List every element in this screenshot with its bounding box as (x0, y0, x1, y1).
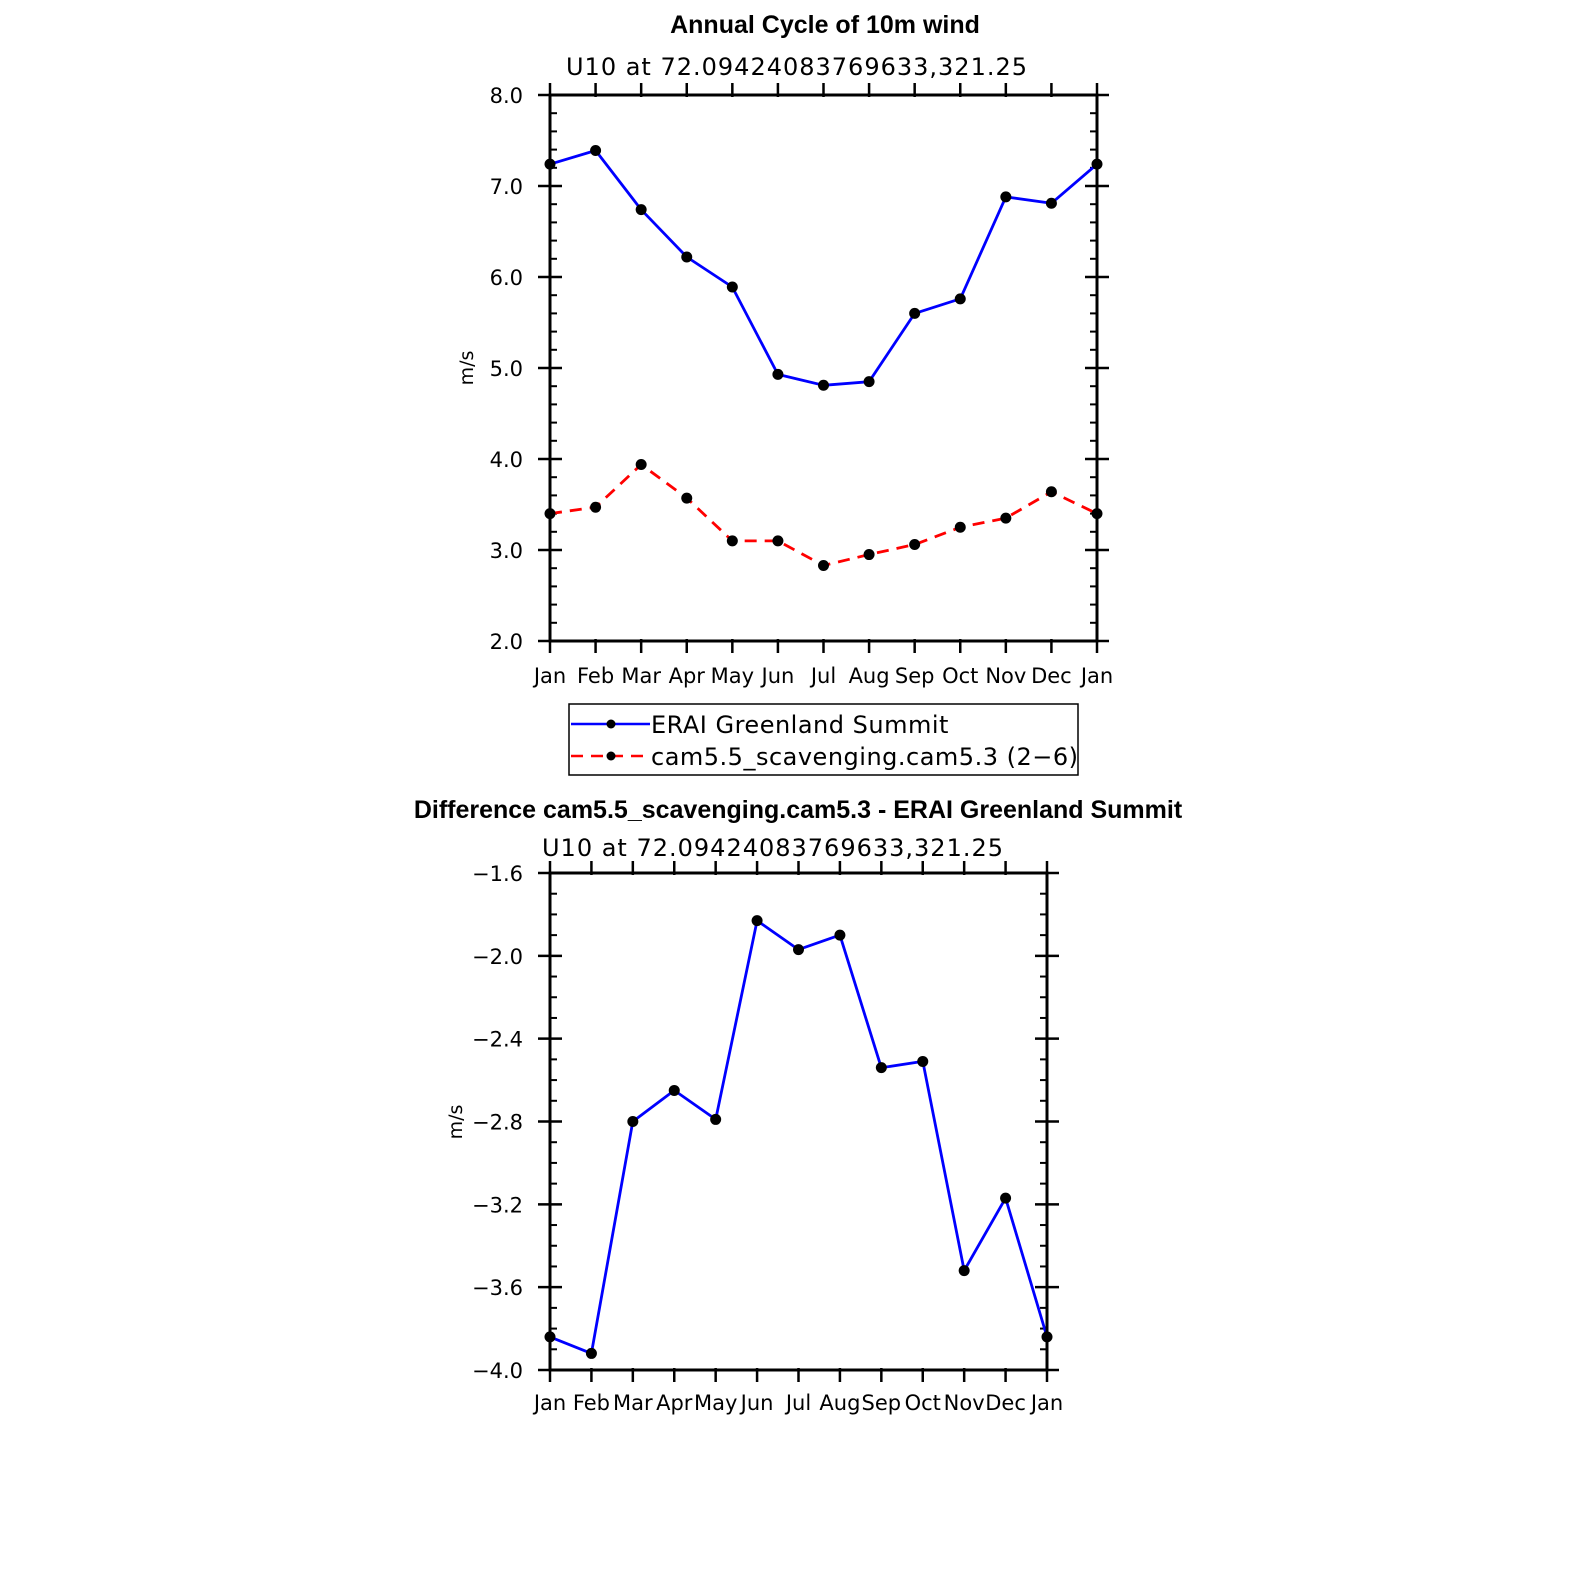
plot-frame (548, 93, 1099, 643)
y-axis-label: m/s (456, 351, 478, 386)
data-point (590, 501, 602, 513)
x-tick-label: Dec (1031, 664, 1072, 688)
chart-title: Annual Cycle of 10m wind (670, 11, 980, 39)
y-tick-label: −2.0 (472, 945, 523, 969)
x-tick-label: Jan (1029, 1391, 1063, 1415)
data-point (668, 1084, 680, 1096)
y-tick-label: 2.0 (490, 630, 523, 654)
data-point (772, 535, 784, 547)
series-line-0 (549, 919, 1049, 1355)
data-point (954, 293, 966, 305)
y-tick-label: −2.8 (472, 1111, 523, 1135)
data-point (681, 492, 693, 504)
x-tick-label: Oct (942, 664, 978, 688)
data-point (863, 549, 875, 561)
series-line-1 (549, 463, 1098, 567)
series-layer (544, 915, 1053, 1359)
data-point (1000, 512, 1012, 524)
x-tick-label: Jul (784, 1391, 811, 1415)
data-point (1000, 191, 1012, 203)
data-point (726, 535, 738, 547)
y-tick-label: −4.0 (472, 1359, 523, 1383)
y-axis-label: m/s (445, 1105, 467, 1140)
x-tick-label: Dec (985, 1391, 1026, 1415)
x-tick-label: Oct (905, 1391, 941, 1415)
x-tick-label: Apr (656, 1391, 693, 1415)
x-tick-label: Nov (944, 1391, 985, 1415)
x-tick-label: Sep (895, 664, 935, 688)
series-line-0 (549, 149, 1098, 387)
x-tick-label: Feb (577, 664, 614, 688)
x-tick-label: Jul (809, 664, 836, 688)
y-tick-label: 7.0 (490, 175, 523, 199)
data-point (627, 1116, 639, 1127)
y-tick-label: −2.4 (472, 1028, 523, 1052)
series-layer (544, 145, 1103, 571)
data-point (917, 1055, 929, 1067)
tick-labels: Jan Feb Mar Apr May Jun Jul Aug Sep Oct Nov Dec Jan 2… (490, 84, 1114, 688)
difference-chart: Difference cam5.5_scavenging.cam5.3 - ER… (414, 796, 1183, 1415)
data-point (772, 368, 784, 380)
data-point (909, 539, 921, 551)
x-tick-label: Jan (532, 664, 566, 688)
data-point (1045, 197, 1057, 209)
data-point (635, 458, 647, 470)
data-point (954, 521, 966, 533)
plot-frame (548, 871, 1049, 1372)
data-point (875, 1062, 887, 1074)
data-point (726, 281, 738, 293)
chart-subtitle: U10 at 72.09424083769633,321.25 (566, 53, 1028, 81)
y-tick-label: 4.0 (490, 448, 523, 472)
x-tick-label: Jun (739, 1391, 774, 1415)
x-tick-label: Feb (573, 1391, 610, 1415)
data-point (590, 145, 602, 157)
x-tick-label: Aug (849, 664, 890, 688)
legend-marker-cam (606, 751, 616, 761)
chart-title: Difference cam5.5_scavenging.cam5.3 - ER… (414, 796, 1183, 824)
data-point (585, 1347, 597, 1359)
data-point (958, 1265, 970, 1277)
x-tick-label: May (694, 1391, 737, 1415)
legend-marker-erai (606, 719, 616, 729)
axis-ticks (538, 861, 1059, 1382)
y-tick-label: 8.0 (490, 84, 523, 108)
data-point (818, 379, 829, 391)
x-tick-label: Mar (613, 1391, 653, 1415)
x-tick-label: May (711, 664, 754, 688)
x-tick-label: Sep (862, 1391, 902, 1415)
y-tick-label: 6.0 (490, 266, 523, 290)
x-tick-label: Jun (760, 664, 795, 688)
y-tick-label: −1.6 (472, 862, 523, 886)
x-tick-label: Apr (669, 664, 706, 688)
data-point (635, 204, 647, 216)
data-point (818, 559, 829, 571)
data-point (1045, 486, 1057, 498)
annual-cycle-chart: Annual Cycle of 10m wind U10 at 72.09424… (456, 11, 1113, 688)
data-point (863, 376, 875, 388)
chart-subtitle: U10 at 72.09424083769633,321.25 (542, 834, 1004, 862)
x-tick-label: Aug (819, 1391, 860, 1415)
x-tick-label: Jan (1079, 664, 1113, 688)
data-point (909, 307, 921, 319)
data-point (834, 929, 846, 941)
tick-labels: Jan Feb Mar Apr May Jun Jul Aug Sep Oct Nov Dec Jan−… (472, 862, 1063, 1415)
x-tick-label: Nov (985, 664, 1026, 688)
legend-box (568, 703, 1079, 776)
y-tick-label: −3.6 (472, 1276, 523, 1300)
data-point (710, 1113, 722, 1125)
y-tick-label: −3.2 (472, 1193, 523, 1217)
data-point (681, 251, 693, 263)
y-tick-label: 3.0 (490, 539, 523, 563)
data-point (793, 944, 804, 956)
legend: ERAI Greenland Summit cam5.5_scavenging.… (568, 703, 1079, 776)
data-point (751, 915, 763, 927)
y-tick-label: 5.0 (490, 357, 523, 381)
legend-entry-cam: cam5.5_scavenging.cam5.3 (2−6) (651, 743, 1078, 771)
legend-entry-erai: ERAI Greenland Summit (651, 711, 949, 739)
data-point (1000, 1192, 1012, 1204)
x-tick-label: Mar (621, 664, 661, 688)
x-tick-label: Jan (532, 1391, 566, 1415)
